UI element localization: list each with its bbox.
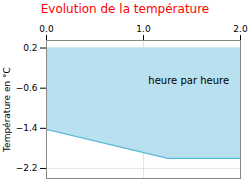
svg-text:−0.6: −0.6 <box>16 83 38 93</box>
svg-text:2.0: 2.0 <box>233 24 248 34</box>
svg-text:heure par heure: heure par heure <box>148 75 229 86</box>
svg-text:1.0: 1.0 <box>136 24 151 34</box>
svg-text:−1.4: −1.4 <box>16 123 38 133</box>
svg-text:0.2: 0.2 <box>23 43 37 53</box>
html-text:Evolution de la température: Evolution de la température <box>40 2 210 16</box>
svg-text:−2.2: −2.2 <box>16 163 38 173</box>
svg-text:Température en °C: Température en °C <box>2 67 12 153</box>
svg-text:0.0: 0.0 <box>39 24 54 34</box>
